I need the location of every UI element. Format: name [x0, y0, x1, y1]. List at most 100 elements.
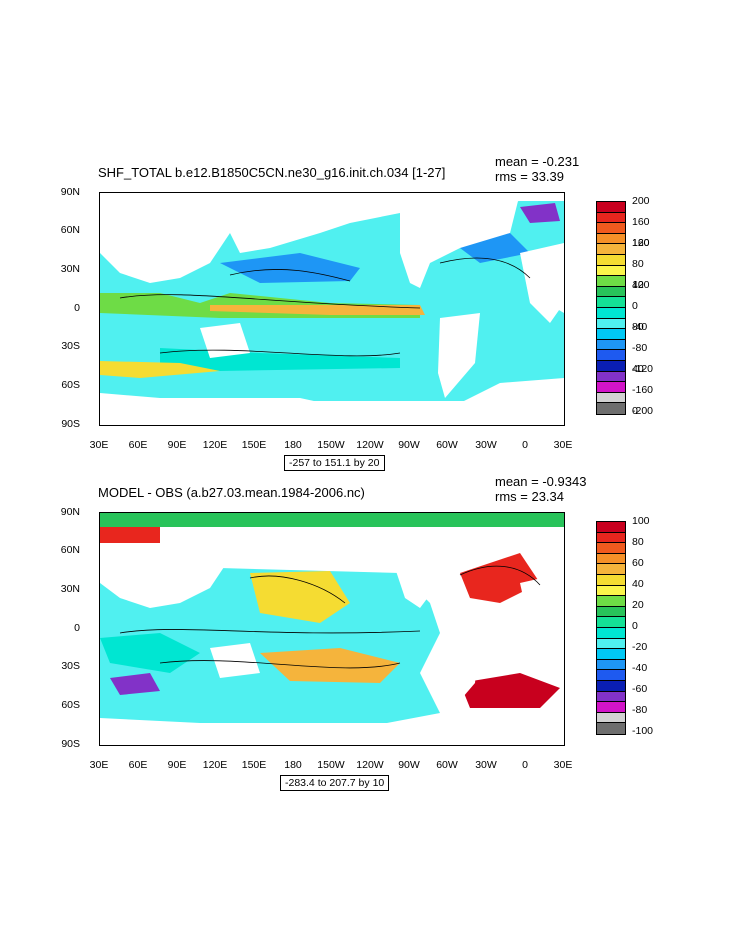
colorbar-label: 80 [632, 258, 644, 270]
colorbar-swatch [597, 254, 625, 266]
map-field [99, 512, 565, 746]
x-tick-label: 30W [475, 759, 497, 771]
map-svg [100, 193, 564, 425]
y-tick-label: 30S [61, 660, 80, 672]
contour-line [119, 629, 421, 634]
x-tick-label: 30E [553, 439, 573, 451]
colorbar-swatch [597, 371, 625, 383]
contour-line [229, 269, 351, 282]
land-asia-africa [100, 193, 230, 283]
equatorial-warm [210, 305, 425, 315]
colorbar-swatch [597, 522, 625, 533]
southern-warm [100, 361, 220, 378]
colorbar-swatch [597, 617, 625, 628]
colorbar-label: 100 [632, 515, 650, 527]
colorbar-swatch [597, 585, 625, 597]
colorbar-swatch [597, 360, 625, 372]
x-tick-label: 60W [436, 759, 458, 771]
x-tick-label: 30E [553, 759, 573, 771]
colorbar [596, 521, 626, 735]
colorbar-label: -80 [632, 704, 648, 716]
land-antarctica [100, 723, 564, 745]
colorbar-swatch [597, 223, 625, 234]
x-tick-label: 30E [89, 759, 109, 771]
colorbar-swatch [597, 202, 625, 213]
colorbar-label: -100 [632, 725, 654, 737]
x-tick-label: 60E [128, 439, 148, 451]
y-tick-label: 30S [61, 340, 80, 352]
colorbar-swatch [597, 543, 625, 554]
mean-label: mean = -0.231 [495, 154, 580, 169]
colorbar-label: -120 [632, 363, 654, 375]
x-tick-label: 180 [284, 439, 302, 451]
colorbar-label: 0 [632, 300, 638, 312]
colorbar-swatch [597, 532, 625, 544]
y-tick-label: 30N [60, 263, 80, 275]
colorbar-swatch [597, 564, 625, 575]
map-field [99, 192, 565, 426]
south-atlantic-warm [460, 673, 560, 708]
colorbar-swatch [597, 680, 625, 692]
mean-label: mean = -0.9343 [495, 474, 587, 489]
x-tick-label: 90E [167, 439, 187, 451]
land-south-america [438, 633, 480, 718]
colorbar-swatch [597, 712, 625, 724]
colorbar-label: 0 [632, 620, 638, 632]
y-tick-label: 60N [60, 224, 80, 236]
x-tick-label: 120W [356, 439, 384, 451]
ocean-region [100, 568, 440, 728]
colorbar-swatch [597, 670, 625, 681]
y-tick-label: 60N [60, 544, 80, 556]
plot-title: SHF_TOTAL b.e12.B1850C5CN.ne30_g16.init.… [98, 165, 446, 180]
x-tick-label: 120E [202, 439, 228, 451]
colorbar-label: 40 [632, 363, 644, 375]
colorbar-swatch [597, 403, 625, 414]
land-australia [210, 643, 260, 678]
arctic-warm [100, 527, 160, 543]
colorbar-swatch [597, 691, 625, 703]
colorbar-swatch [597, 606, 625, 618]
y-tick-label: 90N [60, 506, 80, 518]
colorbar-swatch [597, 392, 625, 404]
colorbar-swatch [597, 297, 625, 308]
colorbar-label: 60 [632, 557, 644, 569]
colorbar-swatch [597, 702, 625, 713]
colorbar-label: -20 [632, 641, 648, 653]
colorbar-label: 40 [632, 279, 644, 291]
contour-line [159, 349, 401, 357]
x-tick-label: 0 [522, 759, 528, 771]
land-south-america [438, 313, 480, 398]
contour-info-label: -283.4 to 207.7 by 10 [280, 775, 390, 791]
colorbar-swatch [597, 574, 625, 586]
south-pacific-warm [260, 648, 400, 683]
colorbar-label: -160 [632, 384, 654, 396]
x-tick-label: 90W [398, 759, 420, 771]
land-australia [200, 323, 250, 358]
y-tick-label: 90S [61, 418, 80, 430]
colorbar-swatch [597, 723, 625, 734]
land-north-america [400, 193, 520, 288]
y-tick-label: 0 [74, 622, 80, 634]
colorbar-swatch [597, 638, 625, 650]
x-tick-label: 180 [284, 759, 302, 771]
colorbar-swatch [597, 339, 625, 351]
x-tick-label: 150E [241, 759, 267, 771]
x-tick-label: 60E [128, 759, 148, 771]
x-tick-label: 0 [522, 439, 528, 451]
colorbar-swatch [597, 244, 625, 255]
x-tick-label: 120E [202, 759, 228, 771]
colorbar-label: 200 [632, 195, 650, 207]
y-tick-label: 90S [61, 738, 80, 750]
colorbar-swatch [597, 627, 625, 639]
rms-label: rms = 33.39 [495, 169, 565, 184]
rms-label: rms = 23.34 [495, 489, 565, 504]
x-tick-label: 30E [89, 439, 109, 451]
colorbar-swatch [597, 382, 625, 393]
colorbar-swatch [597, 265, 625, 277]
land-africa [520, 573, 564, 648]
map-svg [100, 513, 564, 745]
x-tick-label: 90E [167, 759, 187, 771]
colorbar-label: -40 [632, 662, 648, 674]
x-tick-label: 150W [317, 759, 345, 771]
land-north-america [390, 527, 500, 608]
